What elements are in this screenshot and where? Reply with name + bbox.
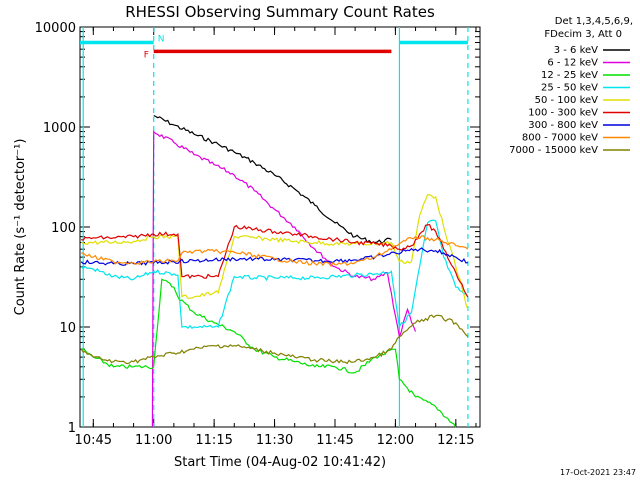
- series-line: [81, 235, 469, 268]
- x-tick-label: 10:45: [75, 433, 112, 448]
- y-tick-label: 1000: [43, 121, 76, 136]
- series-line: [153, 115, 392, 244]
- chart-title: RHESSI Observing Summary Count Rates: [125, 3, 435, 21]
- x-tick-label: 11:45: [316, 433, 353, 448]
- x-tick-label: 12:15: [437, 433, 474, 448]
- plot-frame: [79, 26, 481, 428]
- flag-bars: NF: [80, 34, 468, 60]
- series-line: [80, 219, 469, 330]
- x-tick-label: 11:30: [256, 433, 293, 448]
- legend-label: 12 - 25 keV: [541, 70, 598, 81]
- y-tick-label: 1: [68, 421, 76, 436]
- legend-label: 800 - 7000 keV: [522, 133, 598, 144]
- legend-header-2: FDecim 3, Att 0: [544, 29, 622, 40]
- legend-label: 25 - 50 keV: [541, 83, 598, 94]
- x-tick-label: 12:00: [377, 433, 414, 448]
- x-tick-label: 11:15: [195, 433, 232, 448]
- series-line: [151, 130, 417, 428]
- flag-label: F: [144, 50, 149, 60]
- series-line: [80, 314, 469, 365]
- footer-timestamp: 17-Oct-2021 23:47: [560, 468, 636, 477]
- legend-label: 50 - 100 keV: [535, 95, 599, 106]
- legend-label: 7000 - 15000 keV: [509, 145, 598, 156]
- y-tick-label: 10000: [35, 21, 76, 36]
- series-line: [81, 224, 469, 298]
- legend-label: 100 - 300 keV: [528, 108, 598, 119]
- x-axis: 10:45 11:00 11:15 11:30 11:45 12:00 12:15: [75, 27, 477, 448]
- y-tick-label: 100: [51, 221, 76, 236]
- series-line: [81, 194, 469, 310]
- legend: Det 1,3,4,5,6,9, FDecim 3, Att 0 3 - 6 k…: [509, 16, 633, 156]
- legend-label: 3 - 6 keV: [554, 45, 598, 56]
- legend-label: 300 - 800 keV: [528, 120, 598, 131]
- y-axis-label: Count Rate (s⁻¹ detector⁻¹): [13, 139, 28, 316]
- legend-header-1: Det 1,3,4,5,6,9,: [555, 16, 633, 27]
- y-axis: 1 10 100 1000 10000: [35, 21, 480, 436]
- legend-label: 6 - 12 keV: [547, 58, 598, 69]
- x-axis-label: Start Time (04-Aug-02 10:41:42): [174, 455, 386, 470]
- y-tick-label: 10: [59, 321, 76, 336]
- x-tick-label: 11:00: [135, 433, 172, 448]
- flag-label: N: [158, 34, 165, 44]
- series-lines: [80, 115, 469, 428]
- series-line: [80, 247, 468, 266]
